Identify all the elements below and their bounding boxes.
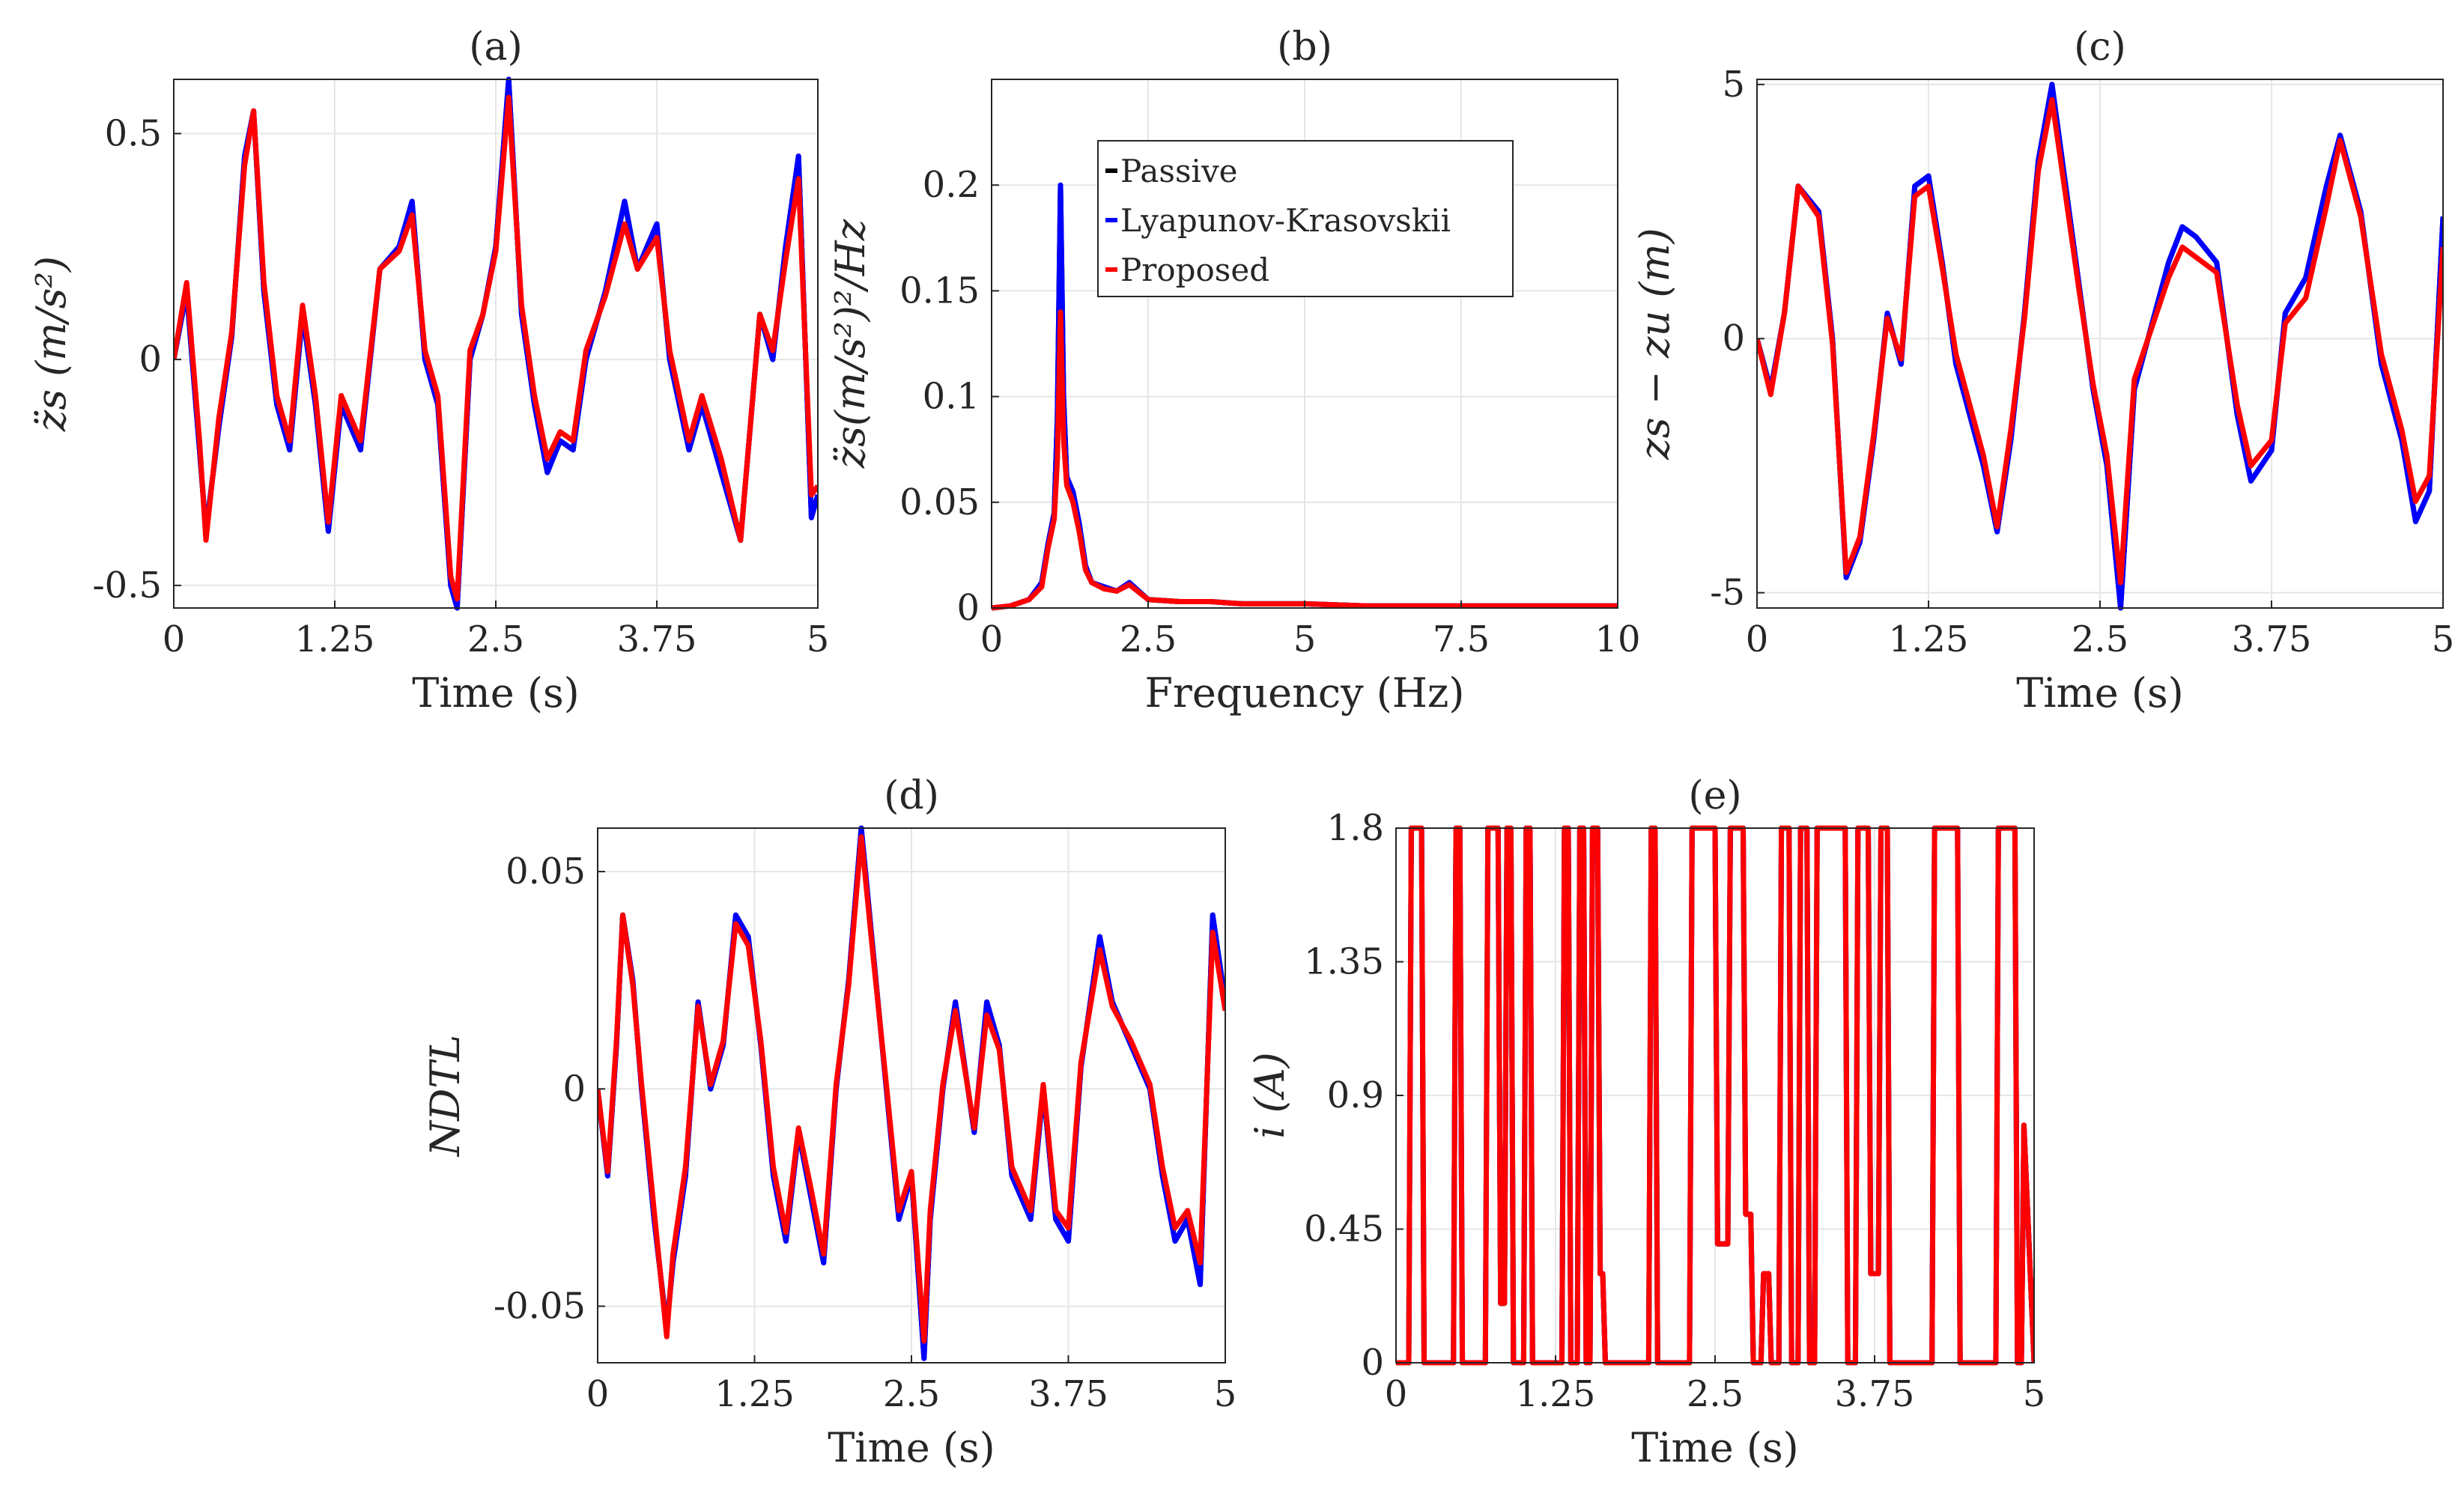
y-tick-label: 5 — [1722, 64, 1745, 106]
y-tick-label: 0.05 — [506, 851, 586, 893]
x-tick-label: 3.75 — [2232, 618, 2312, 660]
x-tick-label: 3.75 — [617, 618, 697, 660]
y-tick-label: 0 — [1722, 317, 1745, 359]
legend-label: Proposed — [1120, 252, 1269, 288]
panel-e: 0 1.25 2.5 3.75 5 0 0.45 0.9 1.35 1.8 (e) Time (s) i… — [1246, 773, 2045, 1471]
legend: Passive Lyapunov-Krasovskii Proposed — [1097, 140, 1514, 297]
x-tick-label: 2.5 — [883, 1373, 940, 1415]
x-tick-label: 10 — [1594, 618, 1640, 660]
x-tick-label: 5 — [1293, 618, 1317, 660]
x-axis-label: Frequency (Hz) — [1145, 669, 1465, 717]
x-axis-label: Time (s) — [412, 669, 579, 717]
series-group — [992, 182, 1618, 611]
x-tick-label: 2.5 — [467, 618, 524, 660]
panel-b: 0 2.5 5 7.5 10 0 0.05 0.1 0.15 0.2 (b) Frequency (H… — [827, 25, 1641, 717]
series-group — [598, 825, 1225, 1361]
y-tick-label: 0 — [139, 338, 162, 380]
y-tick-label: -0.5 — [92, 565, 162, 606]
x-axis-label: Time (s) — [1631, 1424, 1798, 1471]
y-tick-label: 0.05 — [899, 481, 980, 523]
y-tick-label: -0.05 — [494, 1286, 586, 1328]
legend-box — [1097, 140, 1514, 297]
x-tick-label: 3.75 — [1028, 1373, 1108, 1415]
x-tick-label: 5 — [2432, 618, 2455, 660]
panel-title: (b) — [1277, 25, 1332, 70]
y-tick-label: -5 — [1710, 572, 1745, 614]
x-axis-label: Time (s) — [828, 1424, 995, 1471]
x-tick-label: 2.5 — [1120, 618, 1177, 660]
panel-title: (e) — [1688, 773, 1741, 818]
y-tick-label: 0.9 — [1327, 1074, 1384, 1116]
panel-d: 0 1.25 2.5 3.75 5 -0.05 0 0.05 (d) Time (s) NDTL — [422, 773, 1236, 1471]
x-tick-label: 2.5 — [2072, 618, 2128, 660]
x-tick-label: 5 — [2023, 1373, 2046, 1415]
series-line-proposed — [174, 94, 818, 602]
y-tick-label: 0.15 — [899, 270, 980, 311]
legend-label: Lyapunov-Krasovskii — [1120, 202, 1451, 239]
series-group — [1757, 82, 2443, 611]
x-tick-label: 1.25 — [1516, 1373, 1596, 1415]
x-tick-label: 0 — [1746, 618, 1769, 660]
series-group — [174, 76, 818, 611]
panel-c: 0 1.25 2.5 3.75 5-505(c)Time (s)zs − zu (m) — [1631, 25, 2454, 717]
x-tick-label: 5 — [807, 618, 830, 660]
x-tick-label: 3.75 — [1835, 1373, 1915, 1415]
y-axis-label: NDTL — [422, 1035, 469, 1158]
y-axis-label: i (A) — [1246, 1052, 1293, 1139]
y-axis-label: z̈s(m/s²)²/Hz — [827, 219, 874, 469]
y-tick-label: 0.45 — [1304, 1208, 1384, 1250]
x-tick-label: 7.5 — [1433, 618, 1490, 660]
series-line-proposed — [1757, 97, 2443, 586]
legend-label: Passive — [1120, 153, 1238, 189]
y-tick-label: 1.8 — [1327, 807, 1384, 849]
x-tick-label: 0 — [586, 1373, 610, 1415]
panel-a: 0 1.25 2.5 3.75 5-0.500.5(a)Time (s)z̈s (m/s… — [28, 25, 829, 717]
x-tick-label: 5 — [1214, 1373, 1237, 1415]
y-tick-label: 0 — [562, 1068, 586, 1110]
y-axis-label: z̈s (m/s²) — [28, 256, 75, 432]
x-tick-label: 0 — [163, 618, 186, 660]
x-tick-label: 0 — [980, 618, 1004, 660]
x-tick-label: 1.25 — [295, 618, 375, 660]
y-tick-label: 0 — [1361, 1342, 1384, 1384]
y-tick-label: 0.5 — [105, 112, 162, 154]
y-tick-label: 0 — [956, 587, 980, 629]
x-axis-label: Time (s) — [2016, 669, 2183, 717]
y-tick-label: 1.35 — [1304, 941, 1384, 983]
series-line-proposed — [992, 309, 1618, 611]
x-tick-label: 1.25 — [1889, 618, 1969, 660]
x-tick-label: 2.5 — [1687, 1373, 1744, 1415]
y-tick-label: 0.2 — [923, 164, 980, 206]
panel-title: (d) — [884, 773, 939, 818]
x-tick-label: 0 — [1385, 1373, 1408, 1415]
series-line-proposed — [1396, 825, 2034, 1366]
x-tick-label: 1.25 — [714, 1373, 795, 1415]
series-group — [1396, 825, 2034, 1366]
y-axis-label: zs − zu (m) — [1631, 228, 1678, 460]
panel-title: (c) — [2074, 25, 2126, 70]
series-line-proposed — [598, 834, 1225, 1344]
panel-title: (a) — [469, 25, 523, 70]
y-tick-label: 0.1 — [923, 376, 980, 418]
